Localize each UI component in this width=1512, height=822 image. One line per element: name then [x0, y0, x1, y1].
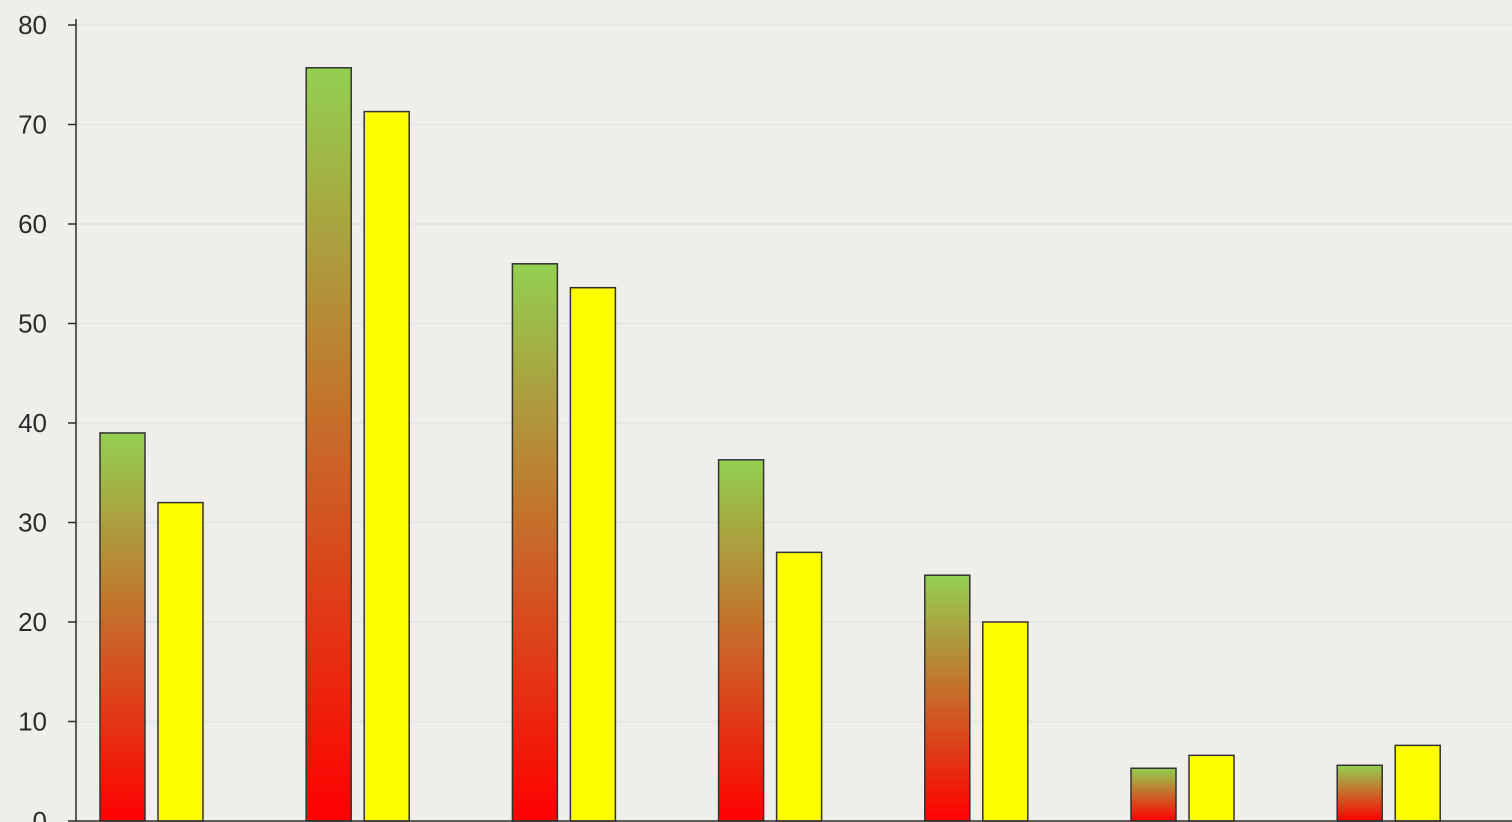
- bar-series-1: [924, 574, 971, 822]
- y-tick-label: 30: [18, 508, 47, 538]
- bar-series-1: [305, 67, 352, 822]
- y-axis: 0 10 20 30 40 50 60 70 80: [18, 10, 1512, 822]
- y-tick-label: 80: [18, 10, 47, 40]
- bar-series-1: [99, 432, 146, 822]
- bar-series-2: [982, 621, 1029, 822]
- y-tick-label: 50: [18, 309, 47, 339]
- y-tick-label: 60: [18, 209, 47, 239]
- y-tick-label: 20: [18, 607, 47, 637]
- bar-series-1: [511, 263, 559, 822]
- y-tick-label: 0: [33, 806, 47, 822]
- bar-series-2: [363, 110, 410, 822]
- bar-series-1: [717, 459, 765, 822]
- bar-series-1: [1130, 767, 1177, 822]
- y-tick-label: 70: [18, 110, 47, 140]
- y-tick-label: 10: [18, 707, 47, 737]
- bar-series-2: [1188, 754, 1235, 822]
- bar-series-2: [157, 501, 204, 822]
- bars: [99, 67, 1441, 822]
- bar-series-2: [775, 551, 823, 822]
- bar-series-2: [1394, 744, 1441, 822]
- y-tick-label: 40: [18, 408, 47, 438]
- bar-series-2: [569, 286, 617, 822]
- bar-series-1: [1336, 764, 1383, 822]
